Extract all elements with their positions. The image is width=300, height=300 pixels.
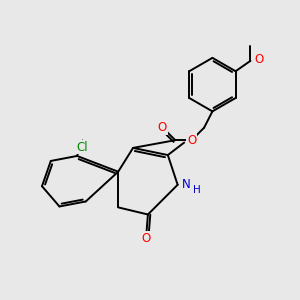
Text: O: O bbox=[158, 121, 167, 134]
Text: O: O bbox=[142, 232, 151, 245]
Text: Cl: Cl bbox=[76, 141, 88, 154]
Text: N: N bbox=[182, 178, 191, 191]
Text: O: O bbox=[254, 53, 263, 66]
Text: O: O bbox=[187, 134, 196, 147]
Text: H: H bbox=[193, 185, 200, 195]
